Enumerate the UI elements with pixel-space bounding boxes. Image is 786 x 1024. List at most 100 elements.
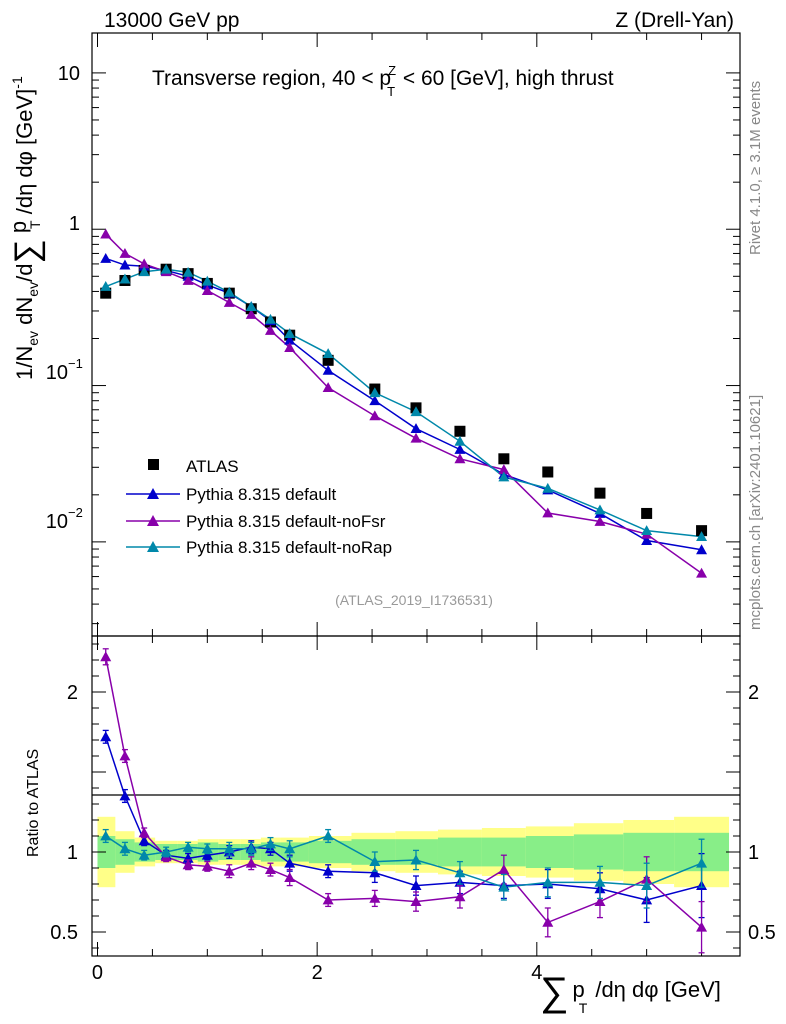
energy-label: 13000 GeV pp — [104, 9, 239, 32]
main-point-1 — [284, 334, 296, 345]
main-point-2 — [245, 308, 257, 319]
atlas-point — [454, 425, 466, 437]
ratio-point-2 — [594, 896, 606, 906]
ratio-point-3 — [223, 843, 235, 854]
ratio-point-1 — [369, 867, 381, 878]
ratio-y-tick-label-right: 0.5 — [748, 922, 776, 944]
ylabel-sup: -1 — [9, 76, 25, 89]
xlabel-sigma: ∑ — [540, 970, 569, 1014]
ratio-point-1 — [201, 849, 213, 860]
ratio-point-2 — [369, 892, 381, 903]
ratio-y-tick-label: 0.5 — [50, 922, 78, 944]
atlas-point — [100, 287, 112, 299]
ratio-point-2 — [182, 859, 194, 870]
ratio-point-2 — [498, 864, 510, 874]
main-point-2 — [264, 325, 276, 335]
y-tick-base-0-1: 10 — [46, 362, 68, 384]
analysis-id: (ATLAS_2019_I1736531) — [335, 592, 493, 608]
y-axis-label-ratio: Ratio to ATLAS — [25, 749, 42, 857]
ratio-point-3 — [182, 841, 194, 852]
ratio-point-3 — [245, 843, 257, 854]
main-point-1 — [100, 252, 112, 263]
main-point-2 — [594, 516, 606, 526]
ratio-point-2 — [119, 750, 131, 761]
band-inner-bin — [573, 834, 624, 870]
main-point-1 — [369, 395, 381, 406]
ratio-point-1 — [410, 880, 422, 890]
atlas-point — [594, 487, 606, 499]
main-point-3 — [119, 273, 131, 284]
main-line-1 — [105, 257, 702, 551]
title-suffix: < 60 [GeV], high thrust — [397, 67, 614, 90]
ratio-point-3 — [160, 846, 172, 857]
ratio-point-3 — [119, 843, 131, 854]
y-tick-exp-0-1: −1 — [68, 356, 83, 371]
band-inner-bin — [623, 832, 675, 872]
main-point-2 — [454, 453, 466, 464]
ratio-point-2 — [284, 872, 296, 882]
legend-label-nofsr: Pythia 8.315 default-noFsr — [186, 512, 386, 531]
main-point-3 — [454, 435, 466, 446]
y-axis-label-main: 1/Nev dNev/d∑ pT /dη dφ [GeV]-1 — [6, 76, 46, 380]
main-point-1 — [641, 535, 653, 545]
ratio-point-1 — [100, 731, 112, 742]
main-point-3 — [594, 504, 606, 515]
ratio-point-2 — [201, 860, 213, 871]
ratio-y-tick-label-right: 1 — [748, 842, 759, 864]
band-inner-bin — [525, 836, 574, 868]
main-point-2 — [182, 274, 194, 285]
ratio-point-3 — [201, 843, 213, 854]
main-point-3 — [696, 531, 708, 542]
ratio-point-3 — [641, 880, 653, 890]
ratio-point-3 — [100, 830, 112, 841]
main-point-1 — [410, 423, 422, 434]
main-point-2 — [100, 228, 112, 239]
ratio-point-2 — [454, 891, 466, 902]
ratio-point-2 — [322, 894, 334, 905]
main-point-2 — [369, 410, 381, 421]
legend-label-norap: Pythia 8.315 default-noRap — [186, 538, 392, 557]
main-point-3 — [498, 471, 510, 482]
x-tick-label: 4 — [531, 962, 542, 984]
band-inner-bin — [308, 840, 352, 864]
main-point-2 — [410, 432, 422, 443]
x-tick-label: 0 — [92, 962, 103, 984]
main-series-points — [100, 228, 708, 578]
ratio-point-2 — [410, 896, 422, 906]
atlas-point — [498, 453, 510, 465]
ratio-plot-frame — [91, 635, 741, 957]
main-point-2 — [138, 258, 150, 269]
atlas-point — [641, 507, 653, 519]
title-prefix: Transverse region, 40 < p — [152, 67, 391, 90]
legend-marker-nofsr — [147, 515, 159, 526]
main-point-3 — [245, 301, 257, 311]
main-point-3 — [182, 266, 194, 277]
process-label: Z (Drell-Yan) — [615, 9, 734, 32]
title-sup: Z — [388, 63, 396, 78]
main-point-3 — [369, 387, 381, 398]
title-sub: T — [387, 84, 395, 99]
ratio-point-1 — [322, 865, 334, 876]
main-point-1 — [696, 544, 708, 555]
xlabel-sub: T — [579, 1000, 588, 1016]
main-point-1 — [119, 259, 131, 270]
ratio-point-2 — [264, 864, 276, 874]
ratio-point-3 — [454, 867, 466, 878]
main-point-3 — [100, 281, 112, 291]
ylabel-sigma: ∑ — [8, 239, 46, 263]
ratio-point-2 — [245, 857, 257, 868]
main-point-3 — [641, 525, 653, 536]
ylabel-a: 1/N — [12, 346, 37, 380]
ratio-point-2 — [696, 921, 708, 932]
y-tick-base-0-01: 10 — [46, 511, 68, 533]
chart-title: Transverse region, 40 < pZ T < 60 [GeV], … — [152, 63, 614, 99]
atlas-point — [322, 354, 334, 366]
ratio-point-2 — [542, 916, 554, 927]
main-point-3 — [322, 348, 334, 359]
ratio-point-3 — [410, 854, 422, 865]
main-point-3 — [223, 286, 235, 297]
legend-marker-norap — [147, 541, 159, 552]
main-point-2 — [284, 342, 296, 352]
ratio-point-3 — [138, 849, 150, 860]
